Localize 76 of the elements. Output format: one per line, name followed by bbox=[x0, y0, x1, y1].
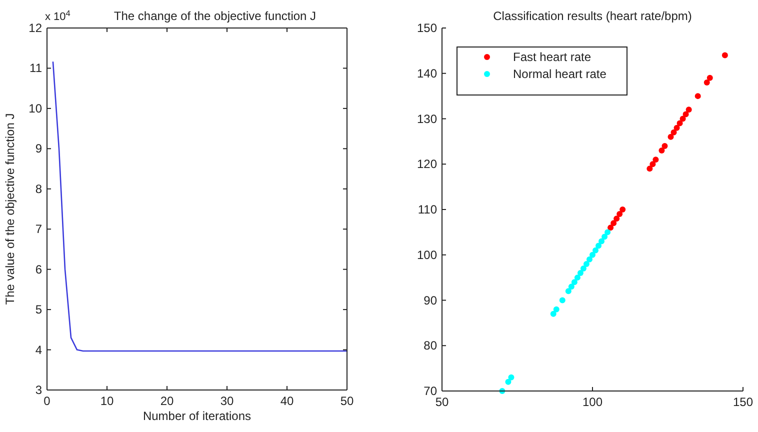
point bbox=[668, 134, 674, 140]
x-tick-label: 0 bbox=[44, 394, 51, 408]
point bbox=[616, 211, 623, 218]
x-tick-label: 10 bbox=[100, 394, 114, 408]
y-tick-label: 130 bbox=[416, 112, 438, 126]
point bbox=[571, 279, 578, 286]
point bbox=[592, 247, 599, 254]
x-tick-label: 50 bbox=[340, 394, 354, 408]
point bbox=[596, 242, 602, 249]
chart-title: Classification results (heart rate/bpm) bbox=[493, 9, 692, 23]
point bbox=[574, 274, 580, 281]
x-tick-label: 30 bbox=[220, 394, 234, 408]
y-tick-label: 90 bbox=[424, 293, 438, 308]
point bbox=[508, 374, 514, 380]
point bbox=[646, 166, 653, 172]
chart-title: The change of the objective function J bbox=[114, 9, 316, 23]
point bbox=[553, 306, 560, 312]
y-tick-label: 9 bbox=[35, 142, 42, 156]
legend-label: Normal heart rate bbox=[513, 67, 607, 81]
y-tick-label: 80 bbox=[424, 338, 438, 353]
y-tick-label: 10 bbox=[28, 101, 42, 116]
x-tick-label: 100 bbox=[582, 395, 603, 409]
point bbox=[620, 206, 626, 212]
point bbox=[704, 79, 710, 86]
y-tick-label: 140 bbox=[416, 66, 438, 80]
point bbox=[583, 260, 590, 267]
x-tick-label: 150 bbox=[732, 395, 754, 409]
point bbox=[686, 106, 692, 113]
text: x 10$^{4}$ bbox=[45, 8, 71, 23]
point bbox=[706, 74, 713, 81]
x-tick-label: 20 bbox=[160, 394, 174, 408]
point bbox=[590, 252, 596, 258]
point bbox=[722, 52, 728, 58]
y-tick-label: 70 bbox=[424, 384, 438, 398]
y-tick-label: 3 bbox=[35, 383, 42, 397]
y-tick-label: 100 bbox=[416, 248, 438, 262]
point bbox=[674, 124, 680, 131]
point bbox=[580, 265, 586, 272]
y-tick-label: 5 bbox=[35, 302, 42, 317]
point bbox=[565, 288, 572, 294]
y-tick-label: 150 bbox=[416, 21, 438, 35]
point bbox=[559, 297, 566, 304]
x-axis-title: Number of iterations bbox=[142, 409, 252, 423]
point bbox=[680, 116, 686, 122]
point bbox=[670, 129, 677, 136]
y-tick-label: 12 bbox=[28, 21, 42, 35]
point bbox=[662, 142, 668, 149]
y-tick-label: 110 bbox=[418, 202, 438, 216]
point bbox=[608, 224, 614, 231]
point bbox=[577, 270, 584, 276]
point bbox=[505, 378, 512, 385]
point bbox=[658, 148, 665, 154]
point bbox=[602, 234, 608, 240]
point bbox=[568, 284, 574, 290]
y-tick-label: 11 bbox=[30, 61, 42, 76]
point bbox=[610, 220, 617, 226]
y-tick-label: 120 bbox=[416, 157, 438, 172]
point bbox=[550, 310, 556, 317]
x-tick-label: 50 bbox=[435, 395, 449, 409]
y-tick-label: 7 bbox=[35, 222, 42, 236]
point bbox=[614, 216, 620, 222]
point bbox=[652, 156, 659, 163]
y-tick-label: 8 bbox=[35, 182, 42, 196]
point bbox=[586, 256, 592, 262]
point bbox=[650, 161, 656, 168]
point bbox=[694, 93, 701, 100]
point bbox=[598, 238, 605, 244]
line-series bbox=[52, 62, 348, 352]
legend-label: Fast heart rate bbox=[513, 50, 592, 64]
point bbox=[676, 120, 683, 126]
point bbox=[682, 111, 689, 118]
point bbox=[604, 229, 611, 236]
y-tick-label: 4 bbox=[35, 342, 42, 357]
x-tick-label: 40 bbox=[280, 394, 294, 408]
y-axis-title: The value of the objective function J bbox=[3, 113, 17, 305]
y-tick-label: 6 bbox=[35, 262, 42, 276]
